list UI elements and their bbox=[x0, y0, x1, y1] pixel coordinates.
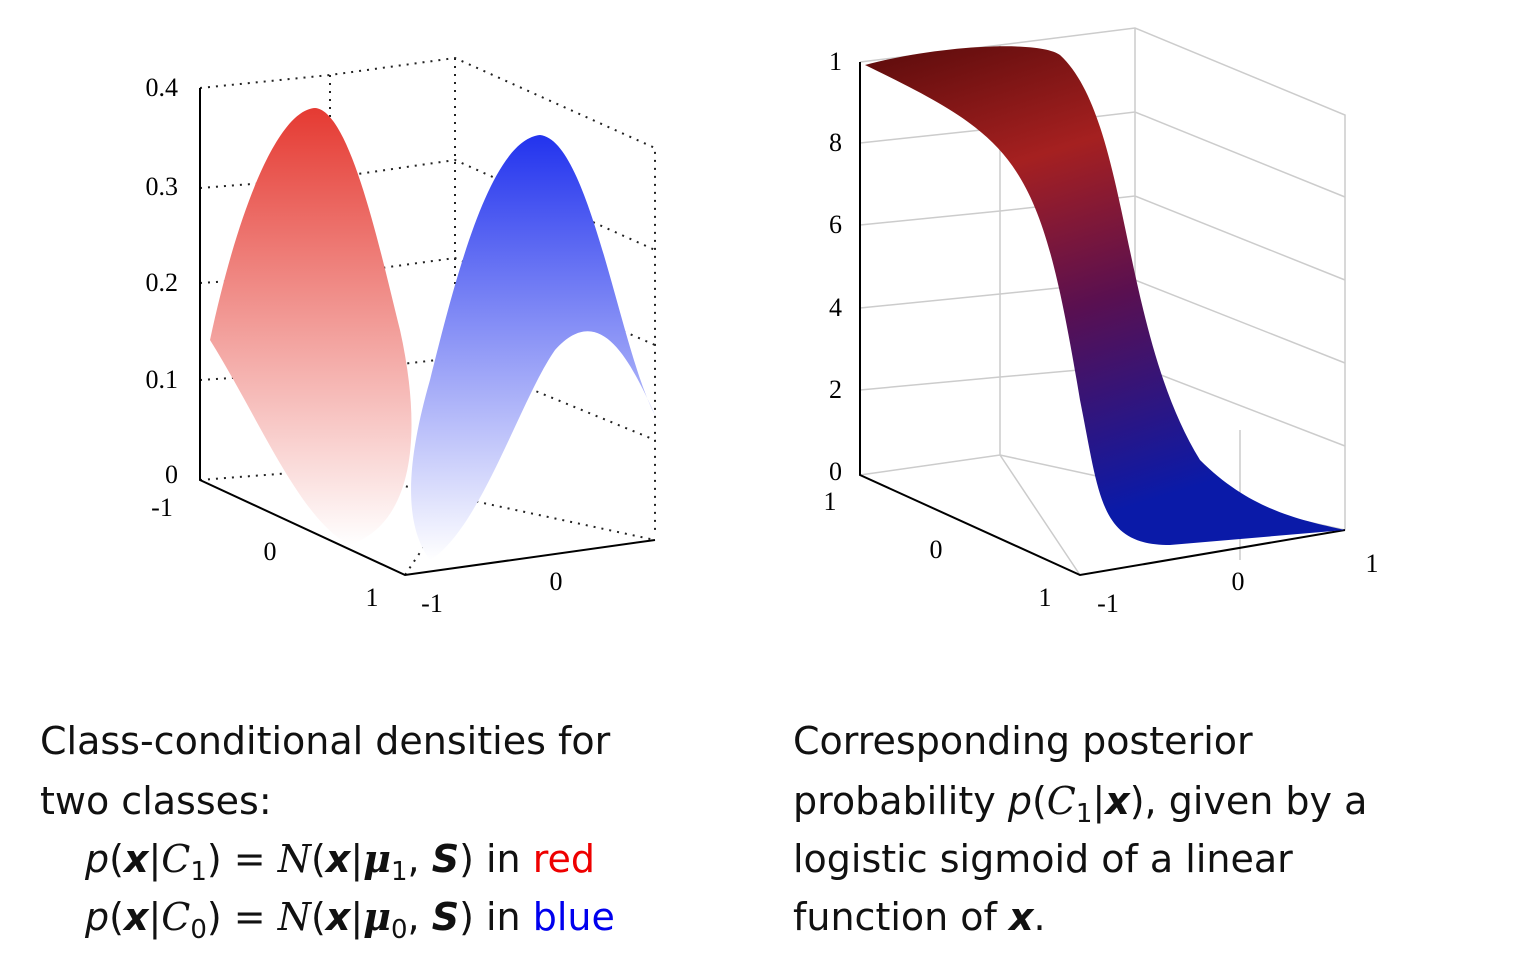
formula-part: 1 bbox=[190, 857, 207, 887]
formula-part: μ bbox=[363, 836, 391, 881]
formula-part: ) = bbox=[206, 895, 278, 939]
z-tick-label: 0.2 bbox=[146, 268, 179, 297]
z-tick-label: 6 bbox=[829, 210, 842, 239]
formula-part: ) = bbox=[206, 837, 278, 881]
formula-part: N bbox=[277, 837, 311, 881]
caption-part: | bbox=[1092, 779, 1106, 823]
formula: p(x|C1) = N(x|μ1, S) in red bbox=[85, 837, 595, 887]
x-tick-label: 1 bbox=[824, 487, 837, 516]
right-ticks: 1 8 6 4 2 0 1 0 1 -1 0 1 bbox=[824, 47, 1379, 618]
formula-part: S bbox=[431, 895, 460, 939]
formula-part: p bbox=[85, 895, 110, 939]
left-axes bbox=[199, 88, 656, 577]
caption-line: logistic sigmoid of a linear bbox=[793, 837, 1293, 881]
formula-part: x bbox=[325, 837, 351, 881]
formula-part: blue bbox=[532, 895, 615, 939]
formula-part: 0 bbox=[390, 915, 408, 945]
formula-part: | bbox=[148, 837, 162, 881]
caption-part: 1 bbox=[1075, 799, 1093, 829]
formula-part: N bbox=[277, 895, 311, 939]
formula-part: in bbox=[473, 837, 533, 881]
caption-part: . bbox=[1033, 895, 1046, 939]
y-tick-label: 0 bbox=[1232, 567, 1245, 596]
formula-part: μ bbox=[363, 894, 391, 939]
x-tick-label: 0 bbox=[930, 535, 943, 564]
x-tick-label: 0 bbox=[264, 537, 277, 566]
formula-part: 1 bbox=[390, 857, 408, 887]
formula-part: 0 bbox=[190, 915, 207, 945]
formula-part: , bbox=[407, 837, 432, 881]
caption-part: ), given by a bbox=[1129, 779, 1368, 823]
z-tick-label: 8 bbox=[829, 128, 842, 157]
y-tick-label: -1 bbox=[1097, 589, 1119, 618]
formula-part: C bbox=[161, 895, 191, 939]
formula-part: ( bbox=[310, 837, 326, 881]
caption-part: ( bbox=[1031, 779, 1047, 823]
formula-part: ( bbox=[109, 837, 124, 881]
formula-part: S bbox=[431, 837, 460, 881]
caption-part: x bbox=[1009, 895, 1034, 939]
x-tick-label: 1 bbox=[366, 583, 379, 612]
z-tick-label: 1 bbox=[829, 47, 842, 76]
y-tick-label: 1 bbox=[1366, 549, 1379, 578]
formula-part: ) bbox=[459, 837, 474, 881]
formula-part: C bbox=[161, 837, 191, 881]
y-tick-label: -1 bbox=[421, 589, 443, 618]
caption-part: function of bbox=[793, 895, 1010, 939]
formula-part: in bbox=[473, 895, 533, 939]
formula-part: x bbox=[123, 837, 149, 881]
caption-part: probability bbox=[793, 779, 1008, 823]
formula-part: | bbox=[148, 895, 162, 939]
formula-part: ) bbox=[459, 895, 474, 939]
z-tick-label: 0 bbox=[165, 460, 178, 489]
caption-line: probability p(C1|x), given by a bbox=[793, 782, 1367, 827]
caption-part: C bbox=[1046, 779, 1076, 823]
formula-part: | bbox=[350, 895, 364, 939]
right-axes bbox=[859, 62, 1346, 577]
formula-part: ( bbox=[109, 895, 124, 939]
formula-part: | bbox=[350, 837, 364, 881]
posterior-surface bbox=[865, 46, 1345, 546]
caption-line: Corresponding posterior bbox=[793, 719, 1253, 763]
caption-line: function of x. bbox=[793, 898, 1046, 936]
z-tick-label: 0.3 bbox=[146, 172, 179, 201]
z-tick-label: 2 bbox=[829, 375, 842, 404]
z-tick-label: 0.4 bbox=[146, 73, 179, 102]
figures: 0.4 0.3 0.2 0.1 0 -1 0 1 -1 0 1 8 6 4 2 … bbox=[146, 27, 1379, 618]
y-tick-label: 0 bbox=[550, 567, 563, 596]
red-surface bbox=[210, 108, 412, 545]
caption-part: x bbox=[1105, 779, 1130, 823]
z-tick-label: 0 bbox=[829, 457, 842, 486]
formula-part: ( bbox=[310, 895, 326, 939]
formula-part: x bbox=[123, 895, 149, 939]
formula-part: , bbox=[407, 895, 432, 939]
formula-part: x bbox=[325, 895, 351, 939]
caption-line: two classes: bbox=[40, 779, 272, 823]
x-tick-label: -1 bbox=[151, 493, 173, 522]
blue-surface bbox=[411, 135, 655, 560]
x-tick-label: 1 bbox=[1039, 583, 1052, 612]
z-tick-label: 0.1 bbox=[146, 365, 179, 394]
formula-part: red bbox=[532, 837, 595, 881]
z-tick-label: 4 bbox=[829, 293, 842, 322]
caption-part: p bbox=[1007, 779, 1032, 823]
formula: p(x|C0) = N(x|μ0, S) in blue bbox=[85, 895, 615, 945]
caption-line: Class-conditional densities for bbox=[40, 719, 611, 763]
left-ticks: 0.4 0.3 0.2 0.1 0 -1 0 1 -1 0 bbox=[146, 73, 563, 618]
formula-part: p bbox=[85, 837, 110, 881]
